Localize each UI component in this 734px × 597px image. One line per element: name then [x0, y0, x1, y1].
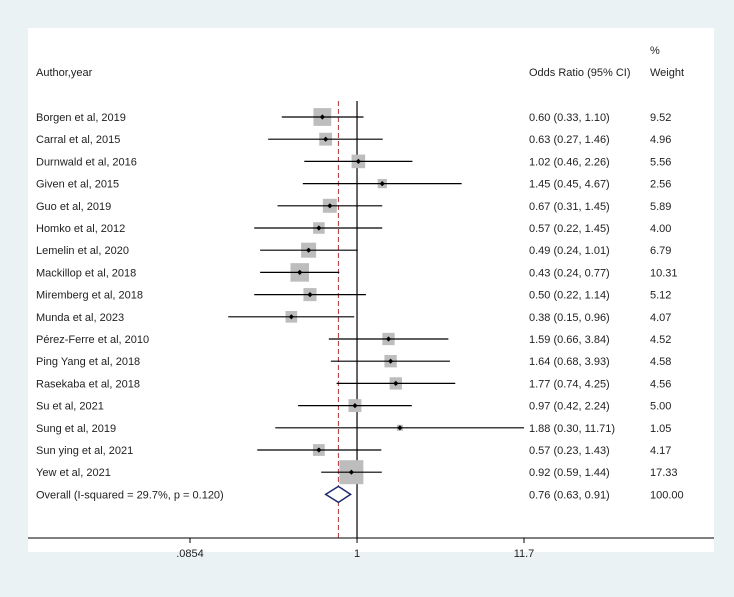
- or-column-header: Odds Ratio (95% CI): [529, 67, 630, 79]
- study-or-ci: 0.92 (0.59, 1.44): [529, 467, 610, 479]
- study-point-estimate: [348, 469, 354, 475]
- study-or-ci: 1.64 (0.68, 3.93): [529, 356, 610, 368]
- study-label: Munda et al, 2023: [36, 312, 124, 324]
- study-label: Sun ying et al, 2021: [36, 445, 133, 457]
- study-point-estimate: [397, 425, 403, 431]
- study-weight: 4.56: [650, 378, 671, 390]
- study-point-estimate: [352, 403, 358, 409]
- study-or-ci: 0.50 (0.22, 1.14): [529, 290, 610, 302]
- x-axis-tick-label: .0854: [176, 548, 204, 560]
- study-weight: 9.52: [650, 112, 671, 124]
- study-point-estimate: [316, 225, 322, 231]
- study-weight: 5.56: [650, 156, 671, 168]
- study-point-estimate: [393, 380, 399, 386]
- study-or-ci: 0.49 (0.24, 1.01): [529, 245, 610, 257]
- study-or-ci: 0.97 (0.42, 2.24): [529, 401, 610, 413]
- study-weight: 4.52: [650, 334, 671, 346]
- study-weight: 5.89: [650, 201, 671, 213]
- study-point-estimate: [306, 247, 312, 253]
- x-axis-tick-label: 1: [354, 548, 360, 560]
- study-weight: 5.00: [650, 401, 671, 413]
- study-weight: 6.79: [650, 245, 671, 257]
- plot-layer: Borgen et al, 2019 0.60 (0.33, 1.10) 9.52 C…: [28, 101, 714, 560]
- study-point-estimate: [319, 114, 325, 120]
- study-or-ci: 1.59 (0.66, 3.84): [529, 334, 610, 346]
- study-label: Carral et al, 2015: [36, 134, 120, 146]
- study-label: Given et al, 2015: [36, 179, 119, 191]
- study-or-ci: 0.38 (0.15, 0.96): [529, 312, 610, 324]
- study-column-header: Author,year: [36, 67, 93, 79]
- study-weight: 4.96: [650, 134, 671, 146]
- study-or-ci: 0.60 (0.33, 1.10): [529, 112, 610, 124]
- study-point-estimate: [297, 269, 303, 275]
- study-label: Pérez-Ferre et al, 2010: [36, 334, 149, 346]
- study-label: Miremberg et al, 2018: [36, 290, 143, 302]
- weight-column-header-percent: %: [650, 45, 660, 57]
- study-or-ci: 0.57 (0.23, 1.43): [529, 445, 610, 457]
- study-weight: 10.31: [650, 267, 678, 279]
- study-weight: 17.33: [650, 467, 678, 479]
- study-point-estimate: [388, 358, 394, 364]
- study-weight: 4.58: [650, 356, 671, 368]
- study-label: Rasekaba et al, 2018: [36, 378, 140, 390]
- study-point-estimate: [327, 203, 333, 209]
- study-or-ci: 1.45 (0.45, 4.67): [529, 179, 610, 191]
- study-label: Ping Yang et al, 2018: [36, 356, 140, 368]
- weight-column-header: Weight: [650, 67, 684, 79]
- study-label: Yew et al, 2021: [36, 467, 111, 479]
- plot-panel: [28, 28, 714, 552]
- study-or-ci: 0.57 (0.22, 1.45): [529, 223, 610, 235]
- study-point-estimate: [385, 336, 392, 342]
- study-point-estimate: [307, 292, 313, 298]
- study-or-ci: 1.02 (0.46, 2.26): [529, 156, 610, 168]
- study-point-estimate: [288, 314, 294, 320]
- overall-weight: 100.00: [650, 489, 684, 501]
- study-or-ci: 0.63 (0.27, 1.46): [529, 134, 610, 146]
- overall-or-ci: 0.76 (0.63, 0.91): [529, 489, 610, 501]
- study-or-ci: 0.43 (0.24, 0.77): [529, 267, 610, 279]
- study-label: Su et al, 2021: [36, 401, 104, 413]
- study-or-ci: 0.67 (0.31, 1.45): [529, 201, 610, 213]
- study-point-estimate: [316, 447, 322, 453]
- study-weight: 4.17: [650, 445, 671, 457]
- study-weight: 5.12: [650, 290, 671, 302]
- x-axis-tick-label: 11.7: [514, 548, 535, 560]
- study-weight: 4.00: [650, 223, 671, 235]
- study-label: Guo et al, 2019: [36, 201, 111, 213]
- study-weight: 2.56: [650, 179, 671, 191]
- study-label: Durnwald et al, 2016: [36, 156, 137, 168]
- study-label: Homko et al, 2012: [36, 223, 125, 235]
- study-label: Lemelin et al, 2020: [36, 245, 129, 257]
- study-label: Borgen et al, 2019: [36, 112, 126, 124]
- study-point-estimate: [323, 136, 329, 142]
- overall-label: Overall (I-squared = 29.7%, p = 0.120): [36, 489, 224, 501]
- study-point-estimate: [379, 181, 385, 187]
- study-label: Mackillop et al, 2018: [36, 267, 136, 279]
- overall-diamond: [324, 485, 352, 504]
- study-point-estimate: [355, 158, 361, 164]
- study-label: Sung et al, 2019: [36, 423, 116, 435]
- study-or-ci: 1.88 (0.30, 11.71): [529, 423, 615, 435]
- study-weight: 4.07: [650, 312, 671, 324]
- study-weight: 1.05: [650, 423, 671, 435]
- study-or-ci: 1.77 (0.74, 4.25): [529, 378, 610, 390]
